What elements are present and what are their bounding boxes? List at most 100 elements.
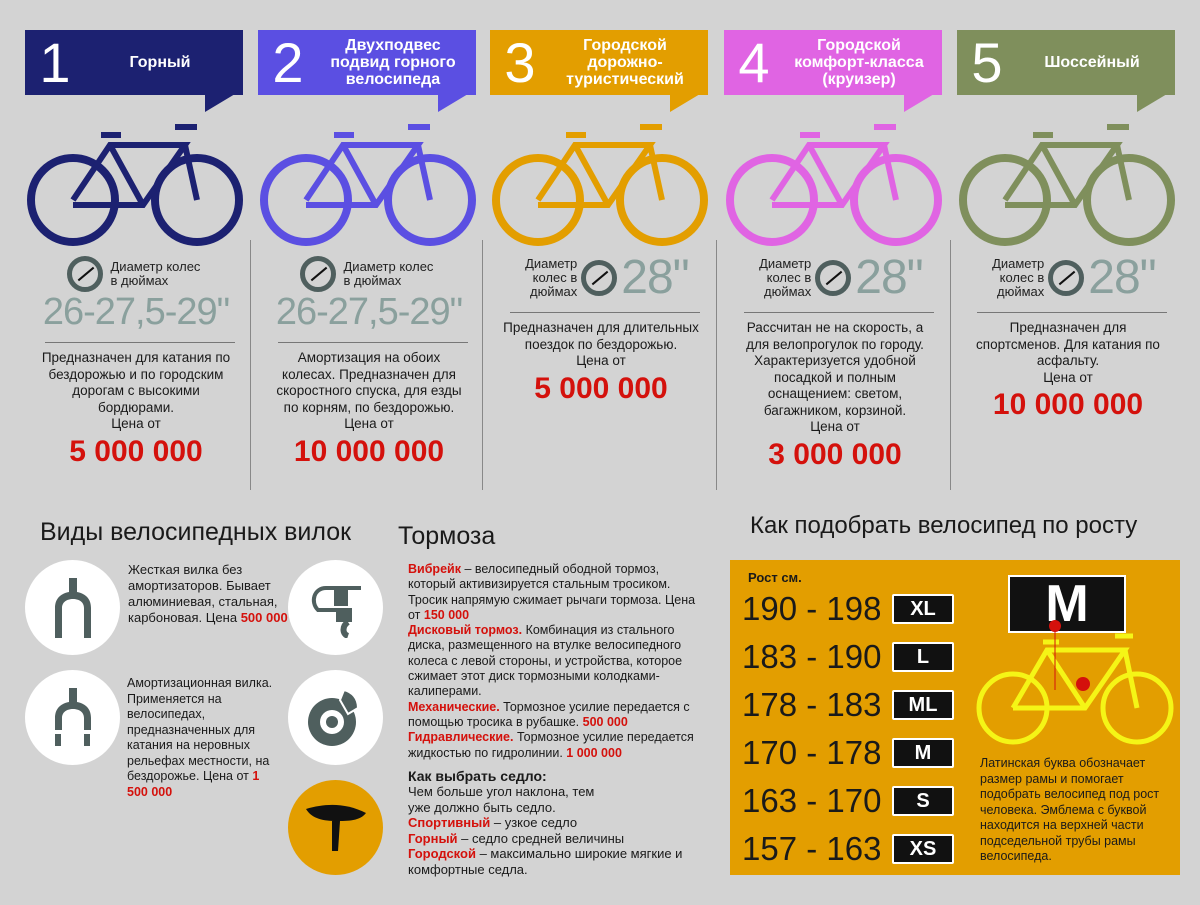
diameter-label: Диаметр колес в дюймах — [110, 259, 201, 288]
bike-type-card: 1 Горный Диаметр колес в дюймах 26-27,5-29… — [25, 30, 247, 500]
bike-illustration — [27, 124, 243, 246]
wheel-diameter-icon — [299, 256, 336, 292]
frame-size-badge: ML — [892, 690, 954, 720]
bike-type-number: 4 — [738, 31, 770, 94]
rigid-fork-desc: Жесткая вилка без амортизаторов. Бывает … — [128, 562, 278, 625]
brakes-text: Вибрейк – велосипедный ободной тормоз, к… — [408, 562, 708, 761]
bike-description: Предназначен для длительных поездок по б… — [503, 320, 699, 352]
sizing-title: Как подобрать велосипед по росту — [750, 512, 1138, 539]
size-emblem: M — [1008, 575, 1126, 633]
vbrake-icon — [288, 560, 383, 655]
suspension-fork-price: 1 500 000 — [127, 769, 260, 799]
bike-description: Рассчитан не на скорость, а для велопрог… — [746, 320, 924, 418]
header-pointer — [670, 94, 700, 112]
saddle-type: Горный — [408, 830, 458, 846]
bike-type-header: 3 Городской дорожно-туристический — [490, 30, 708, 95]
rigid-fork-icon — [25, 560, 120, 655]
wheel-diameter-icon — [1048, 260, 1085, 296]
frame-size-badge: XS — [892, 834, 954, 864]
bike-description-block: Предназначен для катания по бездорожью и… — [25, 350, 247, 469]
saddle-desc: – максимально широкие мягкие и комфортны… — [408, 846, 683, 877]
bike-type-title: Горный — [129, 54, 191, 71]
price-label: Цена от — [1043, 369, 1093, 385]
vbrake-desc: – велосипедный ободной тормоз, который а… — [408, 562, 696, 622]
price-label: Цена от — [810, 419, 860, 434]
brakes-and-saddle-block: Вибрейк – велосипедный ободной тормоз, к… — [408, 562, 708, 877]
bike-type-header: 1 Горный — [25, 30, 243, 95]
bike-illustration — [492, 124, 708, 246]
price-label: Цена от — [111, 416, 161, 431]
saddle-type: Городской — [408, 846, 476, 862]
divider — [482, 240, 483, 490]
saddle-title: Как выбрать седло: — [408, 767, 547, 784]
disc-name: Дисковый тормоз. — [408, 623, 523, 638]
divider — [716, 240, 717, 490]
frame-size-badge: XL — [892, 594, 954, 624]
wheel-diameter-icon — [815, 260, 852, 296]
header-pointer — [438, 94, 468, 112]
saddle-intro: Чем больше угол наклона, тем уже должно … — [408, 784, 595, 815]
bike-type-title: Шоссейный — [1044, 54, 1140, 71]
bike-description: Предназначен для спортсменов. Для катани… — [976, 320, 1160, 368]
divider — [278, 342, 468, 343]
bike-description-block: Предназначен для спортсменов. Для катани… — [957, 320, 1179, 422]
frame-size-badge: L — [892, 642, 954, 672]
sizing-note: Латинская буква обозначает размер рамы и… — [980, 756, 1160, 863]
bike-description-block: Амортизация на обоих колесах. Предназнач… — [258, 350, 480, 469]
wheel-diameter-icon — [66, 256, 103, 292]
disc-desc: Комбинация из стального диска, размещенн… — [408, 623, 683, 699]
wheel-diameter: 26-27,5-29" — [275, 291, 463, 333]
divider — [950, 240, 951, 490]
bike-illustration — [260, 124, 476, 246]
height-label: Рост см. — [748, 570, 802, 585]
header-pointer — [205, 94, 235, 112]
divider — [977, 312, 1167, 313]
saddle-desc: – узкое седло — [490, 815, 578, 831]
height-range: 183 - 190 — [742, 638, 882, 675]
height-range: 178 - 183 — [742, 686, 882, 723]
divider — [510, 312, 700, 313]
bike-description: Предназначен для катания по бездорожью и… — [41, 350, 231, 415]
wheel-diameter-icon — [581, 260, 618, 296]
bike-price: 5 000 000 — [534, 371, 668, 405]
frame-size-badge: M — [892, 738, 954, 768]
height-range: 190 - 198 — [742, 590, 882, 627]
suspension-fork-desc: Амортизационная вилка. Применяется на ве… — [127, 676, 273, 783]
hydr-price: 1 000 000 — [566, 745, 622, 760]
wheel-diameter-block: Диаметр колес в дюймах 26-27,5-29" — [258, 256, 480, 332]
diameter-label: Диаметр колес в дюймах — [759, 256, 812, 299]
mech-name: Механические. — [408, 699, 500, 714]
saddle-icon — [288, 780, 383, 875]
bike-type-title: Двухподвес подвид горного велосипеда — [330, 37, 456, 88]
height-range: 170 - 178 — [742, 734, 882, 771]
bike-illustration — [959, 124, 1175, 246]
saddle-text: Как выбрать седло: Чем больше угол накло… — [408, 767, 708, 878]
bike-type-number: 2 — [272, 31, 304, 94]
wheel-diameter: 28" — [621, 251, 689, 304]
wheel-diameter: 28" — [855, 251, 923, 304]
diameter-label: Диаметр колес в дюймах — [525, 256, 578, 299]
price-label: Цена от — [576, 353, 626, 368]
suspension-fork-text: Амортизационная вилка. Применяется на ве… — [127, 676, 282, 800]
bike-price: 10 000 000 — [293, 434, 445, 468]
height-range: 157 - 163 — [742, 830, 882, 867]
price-label: Цена — [205, 610, 238, 625]
price-label: Цена от — [202, 769, 249, 783]
saddle-desc: – седло средней величины — [457, 830, 625, 846]
bike-type-header: 4 Городской комфорт-класса (круизер) — [724, 30, 942, 95]
height-range: 163 - 170 — [742, 782, 882, 819]
bike-type-number: 3 — [504, 31, 536, 94]
bike-type-title: Городской дорожно-туристический — [566, 37, 684, 88]
divider — [45, 342, 235, 343]
rigid-fork-price: 500 000 — [240, 610, 288, 625]
bike-price: 10 000 000 — [992, 388, 1144, 421]
vbrake-name: Вибрейк — [408, 562, 461, 576]
bike-type-header: 2 Двухподвес подвид горного велосипеда — [258, 30, 476, 95]
bike-price: 3 000 000 — [768, 437, 902, 471]
wheel-diameter: 26-27,5-29" — [42, 291, 230, 333]
wheel-diameter-block: Диаметр колес в дюймах 28" — [724, 252, 946, 304]
yellow-bike-illustration — [976, 620, 1174, 745]
rigid-fork-text: Жесткая вилка без амортизаторов. Бывает … — [128, 562, 288, 626]
wheel-diameter: 28" — [1088, 251, 1156, 304]
bike-type-card: 3 Городской дорожно-туристический Диаметр… — [490, 30, 712, 500]
